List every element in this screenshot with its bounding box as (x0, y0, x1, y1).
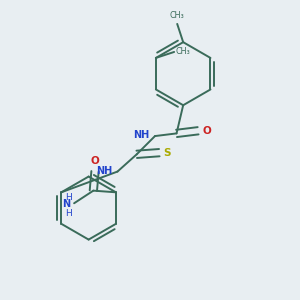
Text: H: H (65, 193, 71, 202)
Text: CH₃: CH₃ (170, 11, 184, 20)
Text: H: H (65, 209, 71, 218)
Text: NH: NH (134, 130, 150, 140)
Text: NH: NH (97, 166, 113, 176)
Text: S: S (164, 148, 171, 158)
Text: O: O (91, 156, 99, 166)
Text: CH₃: CH₃ (176, 47, 190, 56)
Text: O: O (203, 126, 212, 136)
Text: N: N (62, 199, 70, 209)
